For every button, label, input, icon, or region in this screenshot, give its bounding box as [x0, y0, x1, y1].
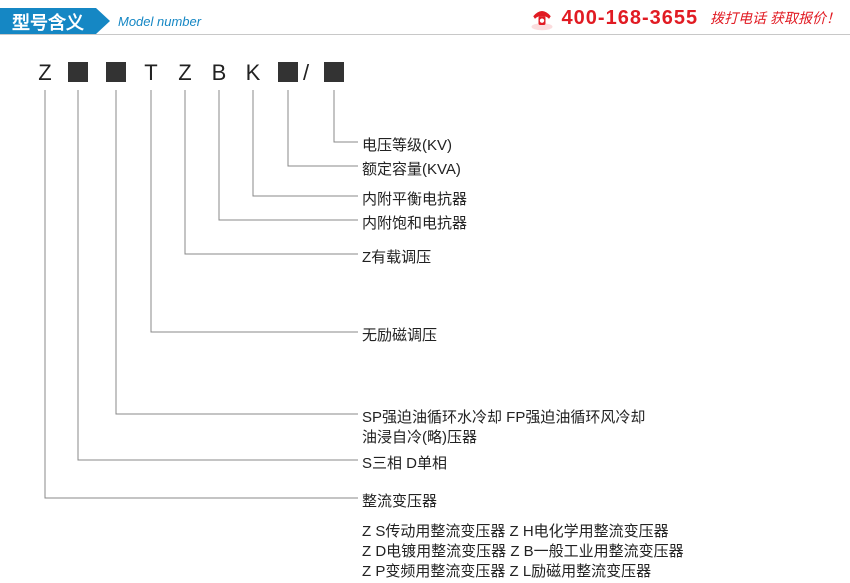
- desc-d6b: 油浸自冷(略)压器: [362, 426, 477, 447]
- header-divider: [0, 34, 850, 35]
- phone-number: 400-168-3655: [562, 7, 699, 30]
- phone-block: 400-168-3655 拨打电话 获取报价！: [528, 4, 840, 32]
- code-char-T: T: [136, 60, 166, 86]
- desc-d4: Z有载调压: [362, 246, 431, 267]
- code-char-Z: Z: [170, 60, 200, 86]
- desc-d8: 整流变压器: [362, 490, 437, 511]
- title-cn: 型号含义: [0, 8, 96, 34]
- header-bar: 型号含义 Model number 400-168-3655 拨打电话 获取报价…: [0, 0, 850, 40]
- desc-d5: 无励磁调压: [362, 324, 437, 345]
- phone-icon: [528, 4, 556, 32]
- code-placeholder-box: [324, 62, 344, 82]
- code-placeholder-box: [106, 62, 126, 82]
- desc-d7: S三相 D单相: [362, 452, 447, 473]
- code-char-K: K: [238, 60, 268, 86]
- phone-text: 拨打电话 获取报价！: [710, 8, 840, 28]
- desc-d6: SP强迫油循环水冷却 FP强迫油循环风冷却: [362, 406, 645, 427]
- code-placeholder-box: [278, 62, 298, 82]
- desc-d1: 额定容量(KVA): [362, 158, 461, 179]
- code-placeholder-box: [68, 62, 88, 82]
- desc-bottom-0: Z S传动用整流变压器 Z H电化学用整流变压器: [362, 520, 669, 541]
- desc-bottom-1: Z D电镀用整流变压器 Z B一般工业用整流变压器: [362, 540, 684, 561]
- title-banner: 型号含义 Model number: [0, 8, 201, 34]
- banner-arrow: [96, 8, 110, 34]
- code-slash: /: [303, 60, 309, 86]
- desc-d3: 内附饱和电抗器: [362, 212, 467, 233]
- code-char-Z: Z: [30, 60, 60, 86]
- title-en: Model number: [110, 8, 201, 34]
- desc-d0: 电压等级(KV): [362, 134, 452, 155]
- code-char-B: B: [204, 60, 234, 86]
- desc-d2: 内附平衡电抗器: [362, 188, 467, 209]
- model-diagram: ZTZBK/ 电压等级(KV)额定容量(KVA)内附平衡电抗器内附饱和电抗器Z有…: [0, 60, 850, 580]
- desc-bottom-2: Z P变频用整流变压器 Z L励磁用整流变压器: [362, 560, 651, 581]
